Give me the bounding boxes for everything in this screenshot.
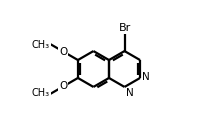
Text: O: O	[59, 82, 67, 91]
Text: N: N	[126, 88, 134, 98]
Text: Br: Br	[118, 23, 131, 33]
Text: CH₃: CH₃	[32, 40, 50, 50]
Text: O: O	[59, 47, 67, 56]
Text: CH₃: CH₃	[32, 88, 50, 98]
Text: N: N	[142, 72, 149, 82]
